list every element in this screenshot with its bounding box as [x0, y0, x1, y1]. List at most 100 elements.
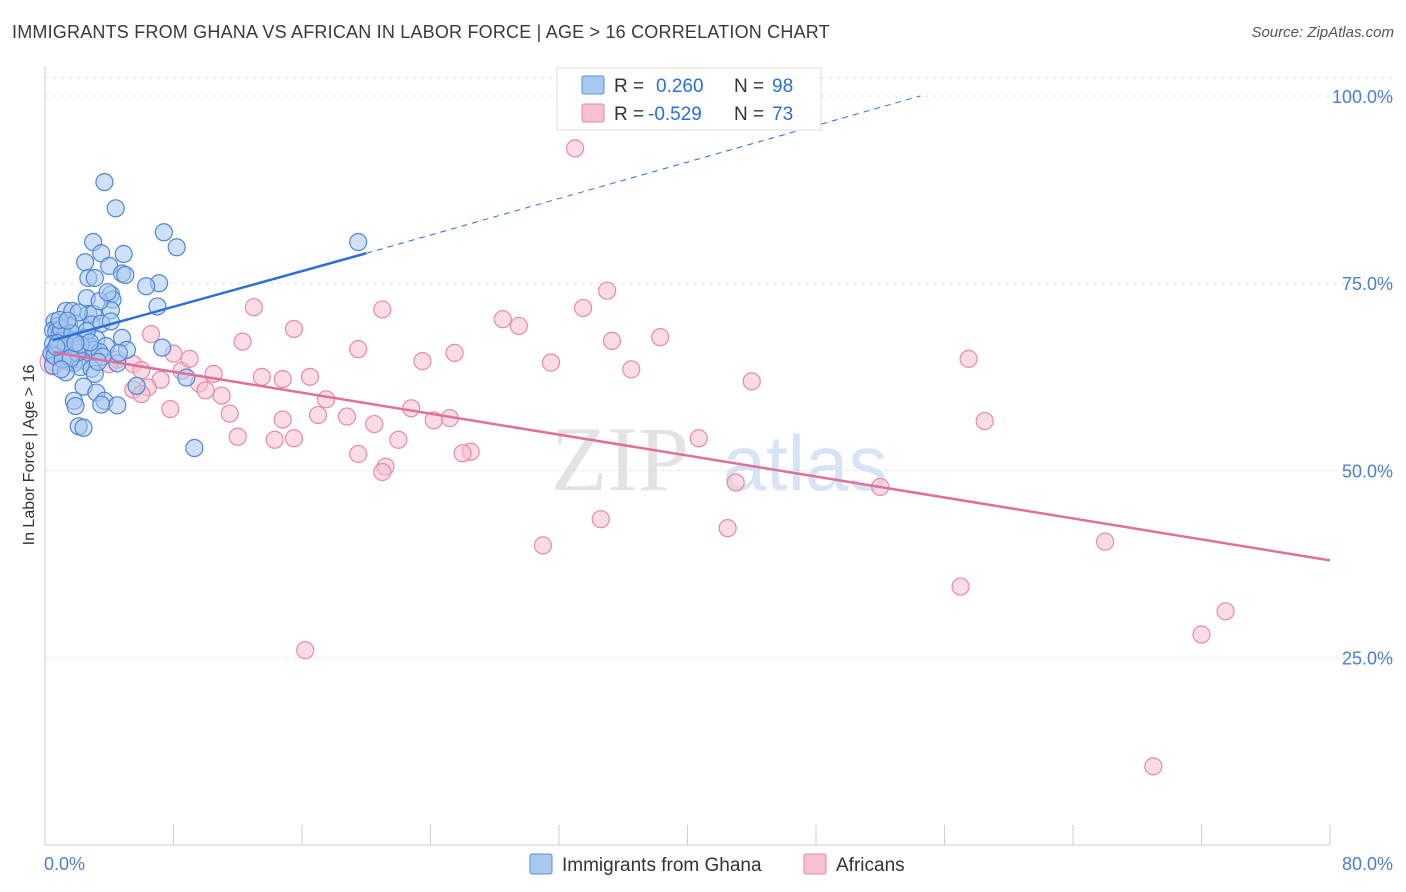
data-point: [349, 340, 368, 359]
data-point: [161, 399, 180, 419]
legend-n-label-ghana: N =: [734, 76, 764, 97]
data-point: [622, 360, 641, 379]
data-point: [1192, 625, 1211, 644]
data-point: [389, 430, 408, 449]
legend-swatch-ghana: [581, 75, 605, 95]
data-point: [95, 173, 114, 192]
data-point: [651, 328, 670, 347]
trend-line-ghana-extension: [366, 95, 921, 254]
data-point: [493, 310, 512, 329]
data-point: [108, 396, 127, 415]
data-point: [349, 444, 368, 464]
data-point: [533, 536, 553, 555]
axes: [44, 66, 1331, 846]
data-point: [66, 396, 85, 416]
y-axis-label: In Labor Force | Age > 16: [21, 365, 38, 546]
grid-lines: [45, 77, 1392, 659]
legend-r-label-africans: R =: [614, 104, 644, 125]
data-point: [1144, 757, 1163, 776]
data-point: [114, 244, 133, 264]
data-point: [1216, 602, 1235, 621]
data-point: [337, 407, 357, 426]
data-point: [413, 352, 432, 371]
data-point: [565, 139, 585, 158]
data-point: [541, 353, 561, 372]
x-tick-labels: 0.0% 80.0%: [44, 854, 1393, 874]
data-point: [726, 473, 745, 492]
data-point: [109, 343, 128, 362]
legend-r-label-ghana: R =: [614, 76, 644, 97]
data-point: [445, 343, 464, 362]
legend-r-value-africans: -0.529: [648, 104, 702, 125]
data-point: [509, 316, 528, 336]
data-point: [308, 405, 328, 425]
data-point: [196, 381, 215, 400]
y-tick-label: 25.0%: [1342, 649, 1393, 669]
data-point: [718, 519, 737, 538]
data-point: [951, 577, 970, 596]
data-point: [273, 369, 292, 389]
data-point: [127, 376, 146, 395]
legend-n-value-ghana: 98: [772, 76, 793, 97]
chart-title: IMMIGRANTS FROM GHANA VS AFRICAN IN LABO…: [12, 22, 830, 42]
data-point: [284, 319, 304, 339]
legend-n-value-africans: 73: [772, 104, 793, 125]
legend-r-value-ghana: 0.260: [656, 76, 704, 97]
data-point: [106, 199, 125, 218]
data-point: [167, 238, 186, 257]
data-point: [85, 268, 104, 288]
data-point: [132, 361, 151, 380]
bottom-swatch-ghana: [529, 853, 553, 875]
legend-swatch-africans: [581, 103, 605, 123]
data-point: [141, 325, 161, 344]
data-point: [92, 395, 111, 414]
stats-legend: R = 0.260 N = 98 R = -0.529 N = 73: [556, 67, 822, 131]
trend-line-africans: [52, 350, 1331, 562]
data-point: [453, 444, 472, 463]
data-point: [244, 298, 263, 317]
data-point: [185, 438, 204, 458]
data-point: [742, 372, 761, 391]
data-point: [284, 429, 304, 448]
bottom-swatch-africans: [803, 853, 827, 875]
bottom-legend-africans: Africans: [836, 855, 905, 876]
data-point: [373, 300, 392, 319]
y-tick-label: 100.0%: [1332, 87, 1393, 107]
legend-n-label-africans: N =: [734, 104, 764, 125]
y-tick-labels: 25.0% 50.0% 75.0% 100.0%: [1332, 87, 1393, 669]
trend-line-ghana: [52, 252, 367, 342]
data-point: [349, 232, 368, 252]
data-point: [58, 311, 77, 330]
data-point: [180, 349, 199, 368]
data-point: [137, 277, 156, 296]
data-point: [88, 352, 108, 371]
data-point: [252, 367, 271, 386]
data-point: [373, 462, 392, 482]
x-tick-label: 0.0%: [44, 854, 85, 874]
data-point: [228, 427, 247, 446]
data-point: [602, 331, 622, 350]
data-point: [74, 418, 93, 437]
data-point: [316, 390, 336, 409]
data-point: [154, 223, 173, 242]
watermark-atlas: atlas: [723, 419, 888, 507]
data-point: [975, 411, 994, 431]
series-ghana-points: [42, 173, 368, 458]
y-tick-label: 50.0%: [1342, 461, 1393, 481]
data-point: [591, 510, 610, 529]
data-point: [689, 429, 708, 448]
data-point: [365, 414, 384, 434]
watermark-zip: ZIP: [551, 408, 689, 510]
series-legend: Immigrants from Ghana Africans: [529, 853, 905, 876]
bottom-legend-ghana: Immigrants from Ghana: [562, 855, 762, 876]
trend-lines: [52, 95, 1331, 562]
data-point: [265, 430, 284, 449]
data-point: [116, 265, 135, 285]
data-point: [1096, 532, 1115, 551]
data-point: [573, 298, 593, 318]
data-point: [153, 338, 172, 357]
data-point: [300, 367, 320, 386]
data-point: [220, 404, 239, 423]
data-point: [51, 360, 71, 379]
